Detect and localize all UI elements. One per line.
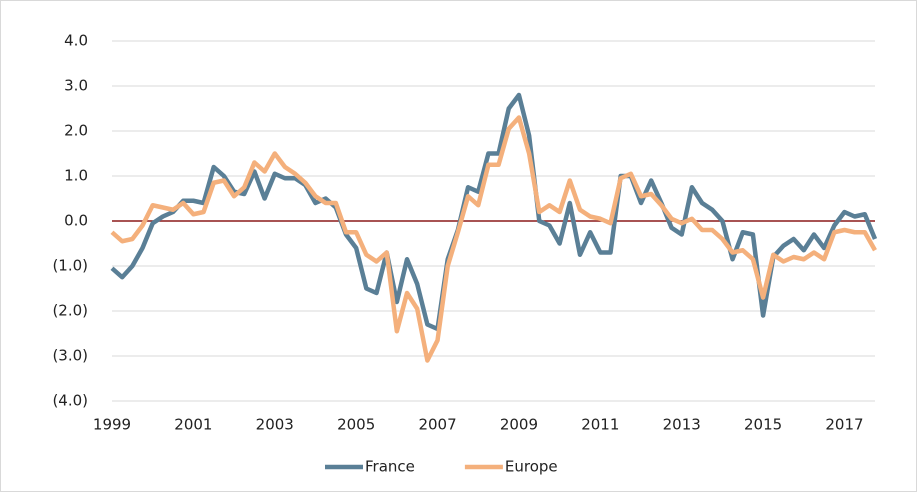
y-tick-label: (2.0) (52, 302, 88, 320)
x-tick-label: 2001 (174, 416, 212, 434)
x-tick-label: 2017 (825, 416, 863, 434)
x-tick-label: 2009 (500, 416, 538, 434)
x-tick-label: 1999 (93, 416, 131, 434)
series-line (110, 115, 877, 363)
y-tick-label: 2.0 (64, 122, 88, 140)
y-tick-label: 1.0 (64, 167, 88, 185)
x-tick-label: 2015 (744, 416, 782, 434)
y-tick-label: (1.0) (52, 257, 88, 275)
legend-label: France (365, 458, 415, 476)
x-tick-label: 2007 (418, 416, 456, 434)
legend-label: Europe (505, 458, 558, 476)
y-tick-label: 3.0 (64, 77, 88, 95)
x-tick-label: 2005 (337, 416, 375, 434)
y-tick-label: 0.0 (64, 212, 88, 230)
x-tick-label: 2013 (663, 416, 701, 434)
x-tick-label: 2011 (581, 416, 619, 434)
y-tick-label: (4.0) (52, 392, 88, 410)
y-tick-label: 4.0 (64, 32, 88, 50)
x-tick-label: 2003 (256, 416, 294, 434)
y-tick-label: (3.0) (52, 347, 88, 365)
